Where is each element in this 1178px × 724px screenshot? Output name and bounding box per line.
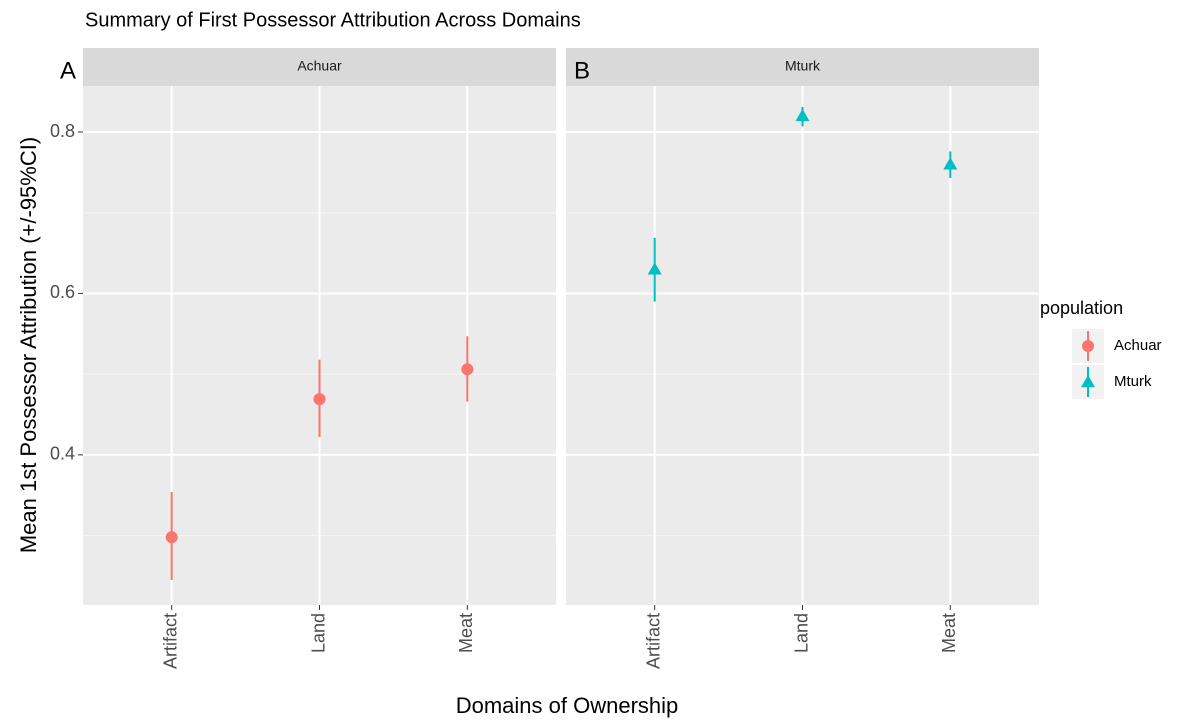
x-axis-label: Domains of Ownership (456, 693, 679, 718)
panel-tag: A (60, 57, 76, 84)
point (647, 262, 662, 275)
x-tick-label: Artifact (643, 613, 663, 669)
legend-label: Mturk (1114, 373, 1152, 390)
x-tick-label: Land (308, 613, 328, 653)
y-tick-label: 0.8 (50, 121, 75, 141)
strip-label: Achuar (297, 58, 342, 74)
x-tick-label: Meat (939, 613, 959, 653)
y-axis-label: Mean 1st Possessor Attribution (+/-95%CI… (16, 137, 41, 553)
legend-key (1082, 340, 1094, 352)
legend-key (1081, 375, 1095, 388)
legend-label: Achuar (1114, 337, 1162, 354)
point (943, 157, 958, 170)
point (313, 393, 326, 406)
legend-title: population (1040, 298, 1123, 318)
y-tick-label: 0.6 (50, 282, 75, 302)
y-tick-label: 0.4 (50, 444, 75, 464)
point (795, 108, 810, 122)
x-tick-label: Artifact (160, 613, 180, 669)
x-tick-label: Land (791, 613, 811, 653)
panel-tag: B (574, 57, 590, 84)
strip-background (566, 48, 1039, 86)
strip-label: Mturk (785, 58, 821, 74)
x-tick-label: Meat (456, 613, 476, 653)
chart-title: Summary of First Possessor Attribution A… (85, 9, 581, 31)
point (461, 363, 474, 376)
strip-background (83, 48, 556, 86)
point (165, 531, 178, 544)
